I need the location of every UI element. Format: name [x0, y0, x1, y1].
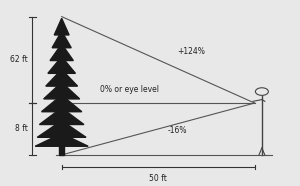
Polygon shape [41, 95, 82, 112]
Polygon shape [50, 44, 73, 61]
Polygon shape [59, 145, 64, 155]
Text: -16%: -16% [168, 126, 187, 135]
Polygon shape [54, 18, 69, 35]
Text: 50 ft: 50 ft [149, 174, 167, 183]
Polygon shape [37, 121, 86, 137]
Polygon shape [44, 82, 80, 99]
Text: +124%: +124% [177, 46, 205, 55]
Polygon shape [35, 134, 88, 146]
Polygon shape [46, 70, 78, 86]
Polygon shape [48, 57, 75, 73]
Polygon shape [52, 31, 71, 48]
Text: 8 ft: 8 ft [15, 124, 28, 134]
Text: 62 ft: 62 ft [10, 55, 28, 64]
Text: 0% or eye level: 0% or eye level [100, 85, 159, 94]
Polygon shape [39, 108, 84, 124]
